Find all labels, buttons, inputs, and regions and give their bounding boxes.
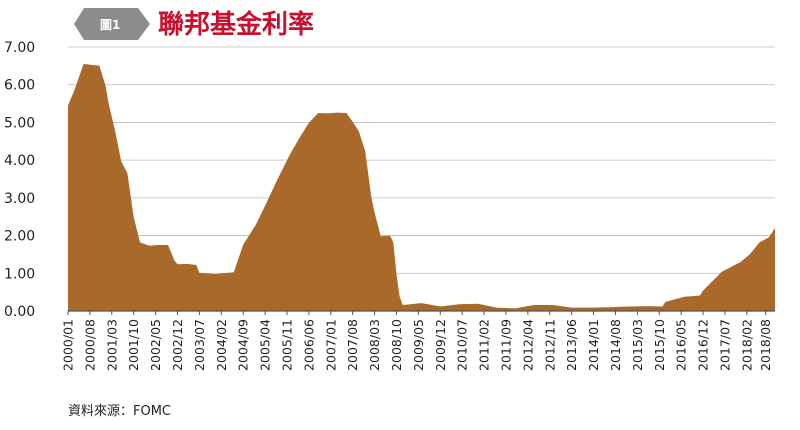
plot-area (68, 64, 775, 311)
x-tick-label: 2012/11 (542, 319, 557, 371)
x-tick-label: 2008/10 (389, 319, 404, 371)
x-tick-label: 2011/09 (499, 319, 514, 371)
x-tick-label: 2010/07 (455, 319, 470, 371)
y-tick-label: 1.00 (4, 266, 35, 282)
x-tick-label: 2018/02 (739, 319, 754, 371)
x-tick-label: 2016/05 (674, 319, 689, 371)
x-tick-label: 2016/12 (696, 319, 711, 371)
x-tick-label: 2007/01 (323, 319, 338, 371)
x-tick-label: 2013/06 (564, 319, 579, 371)
x-tick-label: 2009/05 (411, 319, 426, 371)
x-tick-label: 2002/05 (148, 319, 163, 371)
y-tick-label: 7.00 (4, 40, 35, 56)
x-tick-label: 2015/03 (630, 319, 645, 371)
gridlines (68, 46, 775, 274)
x-tick-label: 2006/06 (301, 319, 316, 371)
x-tick-label: 2008/03 (367, 319, 382, 371)
y-tick-label: 0.00 (4, 304, 35, 320)
y-tick-label: 4.00 (4, 153, 35, 169)
x-tick-label: 2018/08 (758, 319, 773, 371)
x-axis-ticks: 2000/01 2000/08 2001/03 2001/10 2002/05 2002/… (61, 311, 773, 371)
figure-badge: 圖1 (74, 8, 150, 40)
x-tick-label: 2004/02 (214, 319, 229, 371)
x-tick-label: 2011/02 (477, 319, 492, 371)
x-tick-label: 2001/10 (126, 319, 141, 371)
badge-label: 圖1 (100, 18, 120, 32)
x-tick-label: 2007/08 (345, 319, 360, 371)
x-tick-label: 2014/01 (586, 319, 601, 371)
y-tick-label: 5.00 (4, 115, 35, 131)
y-tick-label: 2.00 (4, 229, 35, 245)
x-tick-label: 2012/04 (520, 319, 535, 371)
x-tick-label: 2003/07 (192, 319, 207, 371)
x-tick-label: 2009/12 (433, 319, 448, 371)
x-tick-label: 2000/01 (61, 319, 76, 371)
x-tick-label: 2015/10 (652, 319, 667, 371)
x-tick-label: 2000/08 (82, 319, 97, 371)
badge-shape (74, 8, 150, 40)
x-tick-label: 2014/08 (608, 319, 623, 371)
x-tick-label: 2004/09 (236, 319, 251, 371)
chart-title: 聯邦基金利率 (158, 9, 314, 40)
x-tick-label: 2017/07 (717, 319, 732, 371)
y-tick-label: 6.00 (4, 78, 35, 94)
fed-funds-rate-area (68, 64, 775, 311)
x-tick-label: 2005/04 (258, 319, 273, 371)
x-tick-label: 2002/12 (170, 319, 185, 371)
x-tick-label: 2005/11 (280, 319, 295, 371)
source-note: 資料來源：FOMC (68, 404, 171, 419)
y-axis-ticks: 0.00 1.00 2.00 3.00 4.00 5.00 6.00 7.00 (4, 40, 35, 320)
y-tick-label: 3.00 (4, 191, 35, 207)
x-tick-label: 2001/03 (104, 319, 119, 371)
